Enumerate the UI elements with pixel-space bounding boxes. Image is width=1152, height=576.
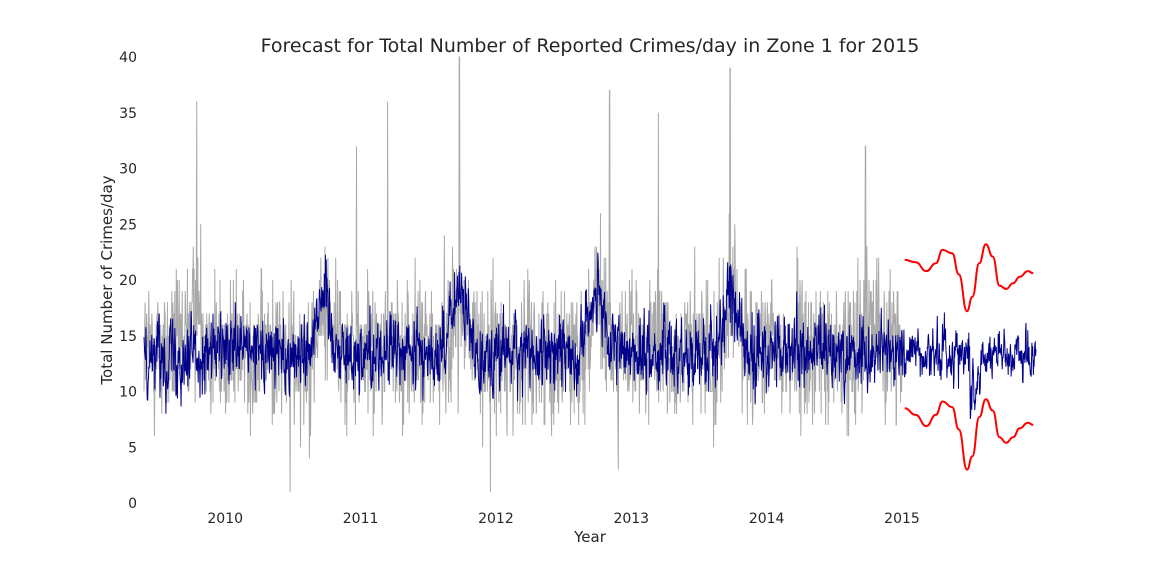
- forecast-lower-bound-line: [904, 398, 1034, 471]
- x-tick-label: 2010: [207, 511, 243, 527]
- y-tick-label: 35: [119, 106, 137, 122]
- x-tick-label: 2011: [343, 511, 379, 527]
- y-tick-label: 0: [128, 496, 137, 512]
- x-tick-label: 2014: [749, 511, 785, 527]
- y-tick-label: 20: [119, 273, 137, 289]
- y-tick-label: 10: [119, 385, 137, 401]
- y-axis-ticks: 0 5 10 15 20 25 30 35 40: [119, 50, 137, 512]
- y-tick-label: 30: [119, 162, 137, 178]
- fitted-forecast-line: [143, 252, 1037, 420]
- y-axis-label: Total Number of Crimes/day: [98, 175, 116, 385]
- plot-area: [143, 56, 1037, 492]
- x-tick-label: 2013: [613, 511, 649, 527]
- y-tick-label: 15: [119, 329, 137, 345]
- y-tick-label: 5: [128, 440, 137, 456]
- x-axis-label: Year: [573, 528, 607, 546]
- y-tick-label: 40: [119, 50, 137, 66]
- y-tick-label: 25: [119, 217, 137, 233]
- chart-title: Forecast for Total Number of Reported Cr…: [261, 35, 920, 57]
- x-tick-label: 2012: [478, 511, 514, 527]
- forecast-upper-bound-line: [904, 243, 1034, 313]
- x-tick-label: 2015: [884, 511, 920, 527]
- x-axis-ticks: 2010 2011 2012 2013 2014 2015: [207, 511, 919, 527]
